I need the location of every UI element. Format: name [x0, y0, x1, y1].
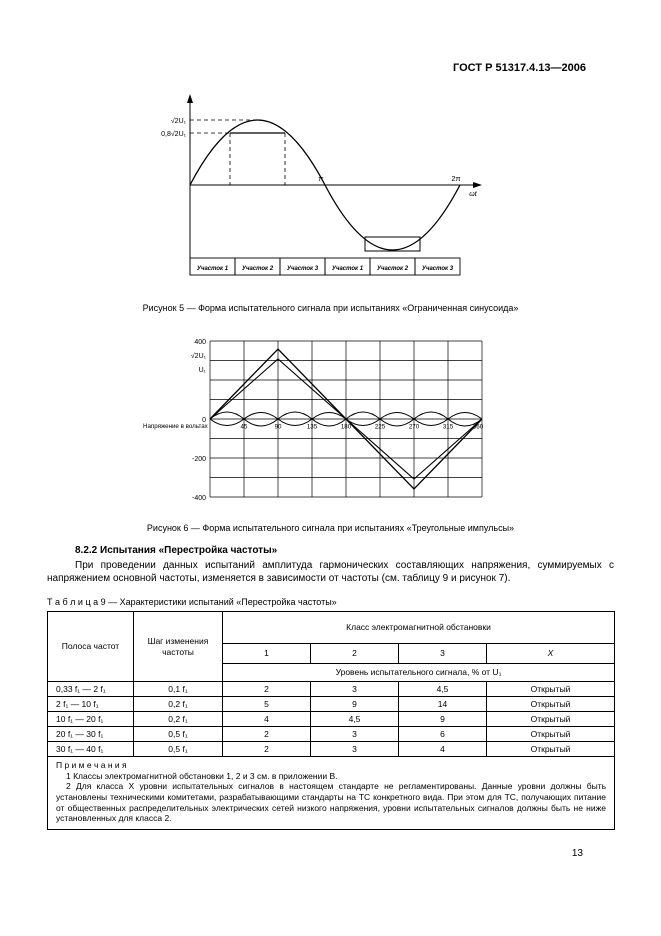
- cell-class3: 4: [398, 741, 487, 757]
- section-heading: 8.2.2 Испытания «Перестройка частоты»: [75, 545, 278, 556]
- figure6-caption: Рисунок 6 — Форма испытательного сигнала…: [146, 523, 515, 533]
- figure6-xtick: 315: [443, 424, 454, 431]
- cell-band: 30 f₁ — 40 f₁: [47, 741, 134, 757]
- cell-band: 20 f₁ — 30 f₁: [47, 726, 134, 742]
- figure6-ytick: -400: [192, 495, 206, 502]
- figure5-pi-tick: π: [318, 174, 323, 183]
- figure5-section-label: Участок 3: [422, 266, 454, 272]
- cell-step: 0,1 f₁: [133, 681, 223, 697]
- figure5-section-label: Участок 1: [332, 266, 364, 272]
- figure6-ytick: -200: [192, 456, 206, 463]
- figure6-xtick: 360: [473, 424, 484, 431]
- cell-classx: Открытый: [485, 726, 616, 742]
- figure6-yaxis-title: Напряжение в вольтах: [143, 423, 209, 430]
- table9-header-class-2: 2: [310, 643, 399, 664]
- figure5-yaxis-arrow: [187, 94, 193, 103]
- figure5-sine-curve: [189, 119, 461, 251]
- figure5-2pi-tick: 2π: [451, 174, 460, 183]
- page-number: 13: [571, 848, 583, 859]
- figure5-caption: Рисунок 5 — Форма испытательного сигнала…: [142, 303, 519, 313]
- cell-classx: Открытый: [485, 696, 616, 712]
- cell-step: 0,2 f₁: [133, 696, 223, 712]
- table-row: 30 f₁ — 40 f₁ 0,5 f₁ 2 3 4 Открытый: [47, 741, 616, 757]
- figure5-section-label: Участок 3: [287, 266, 319, 272]
- figure5-axes: [189, 100, 476, 275]
- table-row: 20 f₁ — 30 f₁ 0,5 f₁ 2 3 6 Открытый: [47, 726, 616, 742]
- cell-class2: 3: [310, 741, 399, 757]
- figure6-xtick: 45: [241, 424, 248, 431]
- notes-title: П р и м е ч а н и я: [56, 760, 127, 770]
- cell-class2: 3: [310, 726, 399, 742]
- cell-class2: 9: [310, 696, 399, 712]
- table9-header-class-x: X: [485, 643, 616, 664]
- cell-class1: 2: [222, 726, 311, 742]
- figure6-xtick: 90: [275, 424, 282, 431]
- cell-class3: 6: [398, 726, 487, 742]
- figure5-peak-label: √2U₁: [171, 117, 187, 125]
- table9-header-class-3: 3: [398, 643, 487, 664]
- cell-class3: 4,5: [398, 681, 487, 697]
- figure6-xtick: 270: [409, 424, 420, 431]
- table-row: 2 f₁ — 10 f₁ 0,2 f₁ 5 9 14 Открытый: [47, 696, 616, 712]
- figure6-xtick: 135: [307, 424, 318, 431]
- table-row: 10 f₁ — 20 f₁ 0,2 f₁ 4 4,5 9 Открытый: [47, 711, 616, 727]
- cell-class2: 3: [310, 681, 399, 697]
- cell-band: 0,33 f₁ — 2 f₁: [47, 681, 134, 697]
- figure5-section-label: Участок 1: [197, 266, 229, 272]
- cell-classx: Открытый: [485, 711, 616, 727]
- figure5-dashed-level-lines: [190, 119, 286, 185]
- figure5-plot: √2U₁ 0,8√2U₁ π 2π ωt Участок 1 Участок 2…: [161, 94, 482, 276]
- figure6-level-label: U₁: [199, 367, 207, 374]
- figure6-ripple-wave-2: [209, 412, 483, 426]
- figure5-xaxis-arrow: [473, 182, 482, 188]
- table9-header-level: Уровень испытательного сигнала, % от U₁: [221, 663, 616, 682]
- note-2: 2 Для класса X уровни испытательных сигн…: [56, 781, 607, 824]
- cell-classx: Открытый: [485, 741, 616, 757]
- figure6-xtick: 225: [375, 424, 386, 431]
- figure6-level-label: √2U₁: [191, 352, 207, 360]
- cell-class3: 9: [398, 711, 487, 727]
- document-header: ГОСТ Р 51317.4.13—2006: [452, 62, 586, 74]
- table9-caption: Т а б л и ц а 9 — Характеристики испытан…: [47, 597, 337, 607]
- table9: Полоса частот Шаг изменения частоты Клас…: [46, 611, 616, 830]
- figure5-section-label: Участок 2: [242, 266, 274, 272]
- cell-step: 0,2 f₁: [133, 711, 223, 727]
- cell-step: 0,5 f₁: [133, 741, 223, 757]
- table-notes-row: П р и м е ч а н и я 1 Классы электромагн…: [46, 756, 616, 830]
- figure6-ytick: 0: [202, 417, 206, 424]
- table9-header-class-1: 1: [222, 643, 311, 664]
- figure5-section-label: Участок 2: [377, 266, 409, 272]
- figure5-section-boxes: [189, 257, 461, 276]
- note-1: 1 Классы электромагнитной обстановки 1, …: [66, 770, 338, 781]
- table9-header-class-group: Класс электромагнитной обстановки: [221, 611, 616, 644]
- table9-header-band: Полоса частот: [47, 611, 134, 682]
- figure5-08peak-label: 0,8√2U₁: [161, 130, 187, 138]
- cell-class1: 2: [222, 741, 311, 757]
- cell-class1: 2: [222, 681, 311, 697]
- figure6-plot: 400 √2U₁ U₁ 0 -200 -400 Напряжение в вол…: [143, 339, 484, 502]
- figure5-clip-bottom-box: [364, 236, 421, 252]
- cell-class2: 4,5: [310, 711, 399, 727]
- table-row: 0,33 f₁ — 2 f₁ 0,1 f₁ 2 3 4,5 Открытый: [47, 681, 616, 697]
- cell-band: 10 f₁ — 20 f₁: [47, 711, 134, 727]
- cell-class1: 4: [222, 711, 311, 727]
- table9-notes: П р и м е ч а н и я 1 Классы электромагн…: [46, 756, 616, 830]
- figure6-ytick: 400: [194, 339, 206, 346]
- figure6-xtick: 180: [341, 424, 352, 431]
- section-paragraph: При проведении данных испытаний амплитуд…: [47, 560, 614, 584]
- figure5-xaxis-label: ωt: [469, 191, 477, 198]
- cell-band: 2 f₁ — 10 f₁: [47, 696, 134, 712]
- cell-step: 0,5 f₁: [133, 726, 223, 742]
- cell-classx: Открытый: [485, 681, 616, 697]
- cell-class3: 14: [398, 696, 487, 712]
- cell-class1: 5: [222, 696, 311, 712]
- table9-header-step: Шаг изменения частоты: [133, 611, 223, 682]
